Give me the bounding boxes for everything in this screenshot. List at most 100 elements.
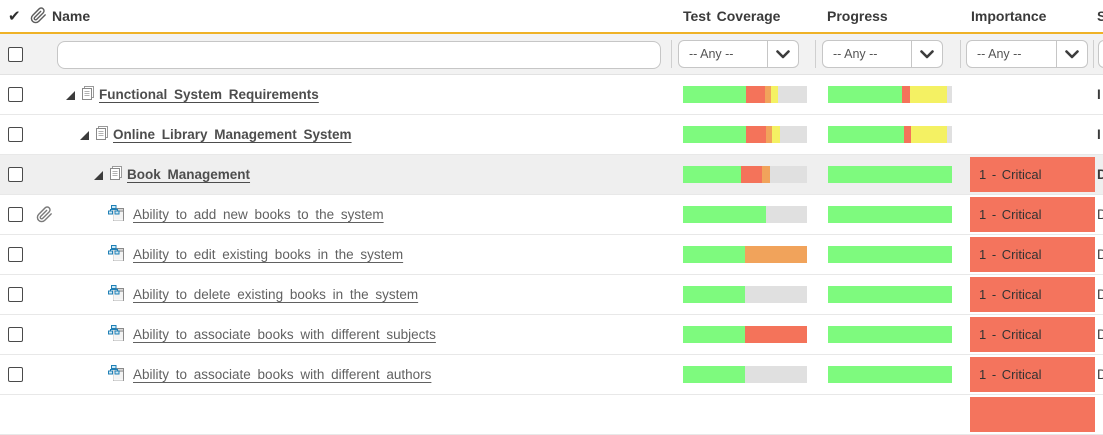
requirement-document-icon — [108, 365, 126, 387]
test-coverage-bar — [683, 246, 807, 263]
summary-requirement-icon — [107, 165, 123, 187]
expand-collapse-triangle-icon[interactable] — [80, 131, 89, 140]
status-text: D — [1097, 207, 1103, 222]
dropdown-value: -- Any -- — [833, 47, 878, 61]
bar-segment-tomato — [741, 166, 763, 183]
row-checkbox[interactable] — [8, 87, 23, 102]
bar-segment-orange — [762, 166, 770, 183]
bar-segment-tomato — [745, 326, 807, 343]
progress-filter-dropdown[interactable]: -- Any -- — [822, 40, 943, 68]
bar-segment-green — [828, 206, 952, 223]
dropdown-value: -- Any -- — [977, 47, 1022, 61]
row-checkbox[interactable] — [8, 247, 23, 262]
checkmark-icon: ✔ — [8, 8, 21, 25]
requirement-name-link[interactable]: Ability to associate books with differen… — [133, 327, 436, 342]
bar-segment-gray — [779, 126, 807, 143]
name-filter-input[interactable] — [57, 41, 661, 69]
requirement-name-link[interactable]: Online Library Management System — [113, 127, 352, 142]
status-text: D — [1097, 167, 1103, 182]
requirement-row: Ability to delete existing books in the … — [0, 275, 1103, 315]
bar-segment-orange — [764, 86, 772, 103]
bar-segment-yellow — [909, 86, 948, 103]
test-coverage-bar — [683, 206, 807, 223]
status-filter-dropdown[interactable] — [1098, 40, 1103, 68]
requirement-name-link[interactable]: Ability to edit existing books in the sy… — [133, 247, 404, 262]
progress-bar — [828, 166, 952, 183]
bar-segment-green — [828, 246, 952, 263]
importance-badge: 1 - Critical — [970, 277, 1095, 312]
row-checkbox[interactable] — [8, 367, 23, 382]
requirement-row: Book Management 1 - Critical D — [0, 155, 1103, 195]
progress-bar — [828, 286, 952, 303]
requirement-name-link[interactable]: Book Management — [127, 167, 251, 182]
select-all-checkbox[interactable] — [8, 47, 23, 62]
importance-badge — [970, 397, 1095, 432]
bar-segment-green — [683, 126, 747, 143]
bar-segment-tomato — [746, 126, 767, 143]
bar-segment-green — [683, 246, 745, 263]
row-checkbox[interactable] — [8, 287, 23, 302]
bar-segment-gray — [745, 286, 807, 303]
bar-segment-gray — [947, 86, 952, 103]
row-checkbox[interactable] — [8, 207, 23, 222]
column-separator — [815, 40, 816, 68]
bar-segment-orange — [745, 246, 807, 263]
expand-collapse-triangle-icon[interactable] — [66, 91, 75, 100]
requirement-name-link[interactable]: Ability to associate books with differen… — [133, 367, 432, 382]
progress-bar — [828, 86, 952, 103]
progress-column-header: Progress — [827, 8, 888, 24]
progress-bar — [828, 366, 952, 383]
paperclip-icon — [36, 206, 53, 228]
importance-badge: 1 - Critical — [970, 357, 1095, 392]
requirement-row: Ability to add new books to the system 1 … — [0, 195, 1103, 235]
name-column-header: Name — [52, 8, 91, 24]
requirement-row: Ability to associate books with differen… — [0, 355, 1103, 395]
status-text: I — [1097, 87, 1101, 102]
dropdown-value: -- Any -- — [689, 47, 734, 61]
status-text: I — [1097, 127, 1101, 142]
test-coverage-filter-dropdown[interactable]: -- Any -- — [678, 40, 799, 68]
status-text: D — [1097, 327, 1103, 342]
requirement-name-link[interactable]: Functional System Requirements — [99, 87, 319, 102]
chevron-down-icon — [767, 41, 798, 67]
bar-segment-yellow — [772, 126, 780, 143]
column-separator — [671, 40, 672, 68]
importance-badge: 1 - Critical — [970, 237, 1095, 272]
bar-segment-green — [683, 286, 745, 303]
expand-collapse-triangle-icon[interactable] — [94, 171, 103, 180]
requirement-row — [0, 395, 1103, 435]
bar-segment-green — [828, 86, 903, 103]
status-text: D — [1097, 367, 1103, 382]
importance-badge: 1 - Critical — [970, 157, 1095, 192]
row-checkbox[interactable] — [8, 167, 23, 182]
header-accent-line — [0, 32, 1103, 34]
requirement-row: Ability to associate books with differen… — [0, 315, 1103, 355]
bar-segment-orange — [766, 126, 773, 143]
bar-segment-green — [828, 166, 952, 183]
status-text: D — [1097, 247, 1103, 262]
chevron-down-icon — [1056, 41, 1087, 67]
progress-bar — [828, 126, 952, 143]
bar-segment-green — [828, 286, 952, 303]
requirement-name-link[interactable]: Ability to add new books to the system — [133, 207, 384, 222]
importance-badge: 1 - Critical — [970, 197, 1095, 232]
bar-segment-yellow — [771, 86, 779, 103]
importance-column-header: Importance — [971, 8, 1047, 24]
requirement-row: Ability to edit existing books in the sy… — [0, 235, 1103, 275]
paperclip-icon — [30, 7, 47, 29]
test-coverage-bar — [683, 366, 807, 383]
test-coverage-bar — [683, 126, 807, 143]
requirement-name-link[interactable]: Ability to delete existing books in the … — [133, 287, 419, 302]
row-checkbox[interactable] — [8, 127, 23, 142]
requirement-document-icon — [108, 285, 126, 307]
filter-row: -- Any -- -- Any -- -- Any -- — [0, 34, 1103, 75]
row-checkbox[interactable] — [8, 327, 23, 342]
bar-segment-green — [828, 326, 952, 343]
progress-bar — [828, 326, 952, 343]
status-column-header: S — [1097, 8, 1103, 24]
importance-filter-dropdown[interactable]: -- Any -- — [966, 40, 1088, 68]
column-separator — [960, 40, 961, 68]
table-header: ✔ Name Test Coverage Progress Importance… — [0, 0, 1103, 32]
requirement-row: Functional System Requirements I — [0, 75, 1103, 115]
progress-bar — [828, 246, 952, 263]
